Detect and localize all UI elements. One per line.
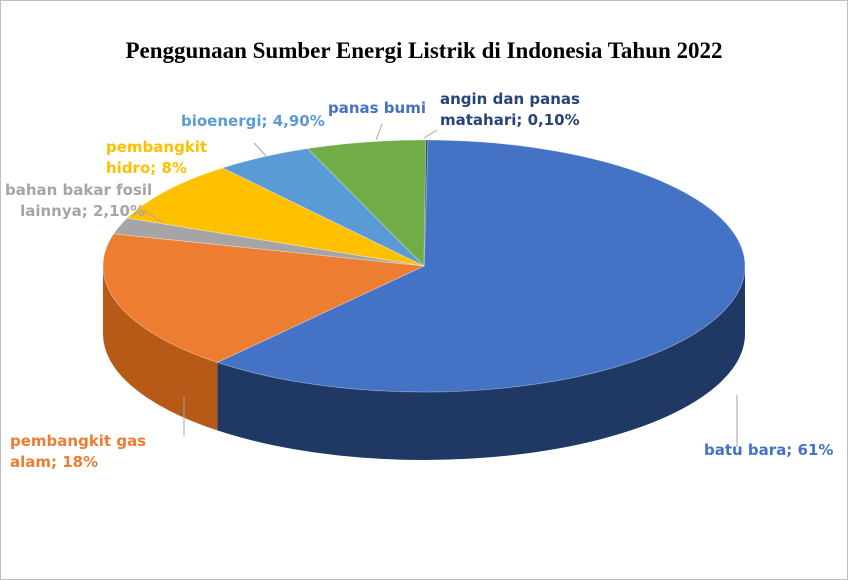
slice-side-batu-bara bbox=[217, 266, 745, 460]
chart-title: Penggunaan Sumber Energi Listrik di Indo… bbox=[125, 38, 723, 63]
slice-side-pembangkit-gas bbox=[103, 266, 218, 431]
label-fosil-lainnya: bahan bakar fosil lainnya; 2,10% bbox=[5, 180, 153, 222]
leader-line-2 bbox=[143, 209, 163, 223]
label-gas-alam-line2: alam; 18% bbox=[10, 453, 99, 471]
label-gas-alam-line1: pembangkit gas bbox=[10, 432, 147, 450]
slice-panas-bumi bbox=[306, 139, 427, 267]
label-panas-bumi: panas bumi bbox=[328, 98, 426, 119]
leader-line-4 bbox=[375, 123, 383, 141]
label-angin-matahari-line2: matahari; 0,10% bbox=[440, 111, 580, 129]
label-angin-matahari: angin dan panas matahari; 0,10% bbox=[440, 89, 580, 131]
label-gas-alam: pembangkit gas alam; 18% bbox=[10, 431, 146, 473]
label-fosil-lainnya-line2: lainnya; 2,10% bbox=[20, 202, 145, 220]
label-fosil-lainnya-line1: bahan bakar fosil bbox=[5, 181, 153, 199]
slice-pembangkit bbox=[126, 167, 425, 267]
label-batu-bara-text: batu bara; 61% bbox=[704, 441, 834, 459]
label-hidro-line2: hidro; 8% bbox=[106, 159, 187, 177]
slice-bahan-bakar-fosil bbox=[112, 217, 425, 267]
slice-pembangkit-gas bbox=[102, 233, 426, 363]
label-angin-matahari-line1: angin dan panas bbox=[440, 90, 580, 108]
leader-line-3 bbox=[253, 142, 267, 157]
slice-bioenergi bbox=[221, 148, 425, 267]
label-panas-bumi-text: panas bumi bbox=[328, 99, 426, 117]
label-bioenergi-text: bioenergi; 4,90% bbox=[181, 112, 325, 130]
slice-batu-bara bbox=[216, 139, 746, 393]
label-hidro: pembangkit hidro; 8% bbox=[106, 137, 207, 179]
label-hidro-line1: pembangkit bbox=[106, 138, 208, 156]
slice-angin-dan-panas bbox=[423, 139, 429, 267]
label-batu-bara: batu bara; 61% bbox=[704, 440, 833, 461]
label-bioenergi: bioenergi; 4,90% bbox=[181, 111, 325, 132]
leader-line-5 bbox=[423, 129, 438, 139]
